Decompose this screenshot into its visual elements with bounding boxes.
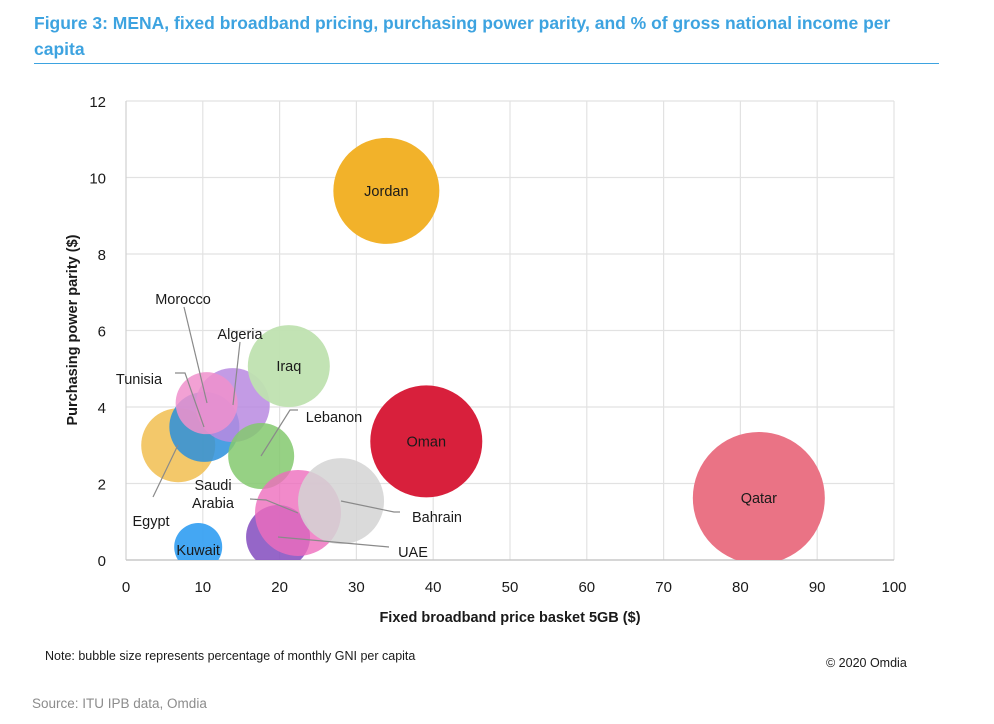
bubble-label-kuwait: Kuwait [176,543,220,559]
bubble-label-oman: Oman [407,434,447,450]
bubble-iraq [247,325,330,408]
figure-title: Figure 3: MENA, fixed broadband pricing,… [34,13,891,59]
bubble-label-lebanon: Lebanon [306,410,362,426]
bubble-label-line: Jordan [364,184,408,200]
x-tick-label: 90 [809,579,826,596]
bubble-labels: Jordan Oman Qatar Iraq Kuwait Morocco Algeria T… [116,184,777,561]
y-axis-title: Purchasing power parity ($) [65,234,81,425]
bubble-label-line: Iraq [276,359,301,375]
bubble-label-line: Algeria [217,327,263,343]
leader-line-egypt [152,444,179,498]
leader-line-bahrain [340,500,400,513]
y-tick-label: 6 [98,324,106,341]
bubble-label-line: Kuwait [176,543,220,559]
bubble-label-line: Tunisia [116,372,163,388]
leader-line-lebanon [260,409,298,457]
leader-lines [152,306,400,548]
bubble-label-algeria: Algeria [217,327,263,343]
bubble-label-line: Saudi [194,478,231,494]
copyright: © 2020 Omdia [826,656,907,670]
leader-line-tunisia [175,372,205,428]
bubble-label-line: Qatar [741,491,777,507]
bubble-label-egypt: Egypt [132,514,169,530]
source-line: Source: ITU IPB data, Omdia [32,696,207,711]
y-tick-label: 0 [98,553,106,570]
x-tick-label: 30 [348,579,365,596]
bubble-label-line: Lebanon [306,410,362,426]
x-tick-label: 80 [732,579,749,596]
bubble-label-iraq: Iraq [276,359,301,375]
bubble-qatar [692,432,825,560]
x-tick-label: 40 [425,579,442,596]
y-tick-label: 4 [98,400,106,417]
bubble-label-line: Oman [407,434,447,450]
chart-note: Note: bubble size represents percentage … [45,649,416,663]
bubble-label-uae: UAE [398,545,428,561]
y-tick-label: 12 [89,94,106,111]
bubbles [141,137,825,560]
x-tick-label: 50 [502,579,519,596]
leader-line-morocco [183,306,208,404]
tick-labels: 0 10 20 30 40 50 60 70 80 90 100 0 2 4 6 8 10 12 [89,94,906,596]
y-tick-label: 2 [98,477,106,494]
x-tick-label: 100 [881,579,906,596]
bubble-morocco [175,372,238,435]
bubble-label-saudi-arabia: Saudi Arabia [192,478,235,512]
y-tick-label: 8 [98,247,106,264]
leader-line-saudi-arabia [249,498,299,514]
x-tick-label: 70 [655,579,672,596]
bubble-label-qatar: Qatar [741,491,777,507]
bubble-label-morocco: Morocco [155,292,211,308]
bubble-label-jordan: Jordan [364,184,408,200]
bubble-label-line: Arabia [192,496,235,512]
bubble-label-tunisia: Tunisia [116,372,163,388]
bubble-kuwait [174,523,223,560]
bubble-label-line: Egypt [132,514,169,530]
bubble-label-line: UAE [398,545,428,561]
bubble-label-line: Morocco [155,292,211,308]
bubble-oman [370,385,483,498]
leader-line-uae [277,536,390,548]
x-tick-label: 0 [122,579,130,596]
x-tick-label: 10 [194,579,211,596]
title-divider [34,63,939,64]
x-tick-label: 60 [578,579,595,596]
bubble-chart: Jordan Oman Qatar Iraq Kuwait Morocco Algeria T… [65,94,907,626]
y-tick-label: 10 [89,171,106,188]
x-axis-title: Fixed broadband price basket 5GB ($) [379,610,640,626]
x-tick-label: 20 [271,579,288,596]
bubble-label-line: Bahrain [412,510,462,526]
bubble-label-bahrain: Bahrain [412,510,462,526]
leader-line-algeria [232,341,241,406]
bubble-jordan [333,137,440,244]
